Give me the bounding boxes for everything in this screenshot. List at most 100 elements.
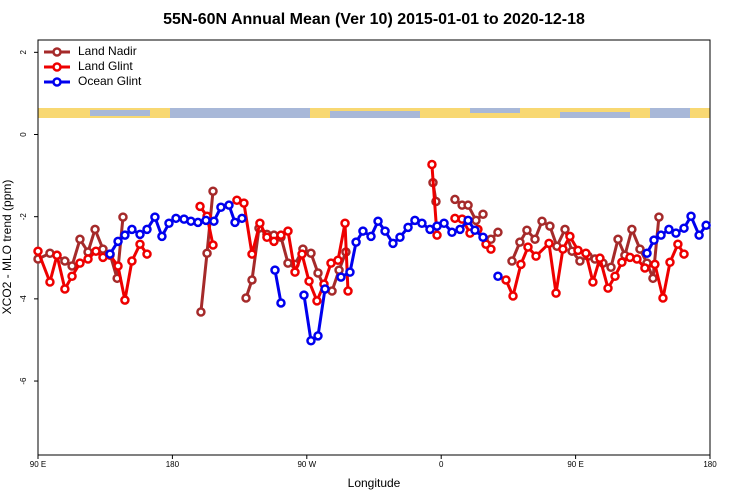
map-strip bbox=[38, 108, 710, 118]
data-point bbox=[632, 254, 642, 264]
ocean-patch bbox=[560, 112, 630, 118]
ocean-patch bbox=[330, 111, 420, 118]
data-point bbox=[395, 232, 405, 242]
data-point bbox=[617, 257, 627, 268]
data-point bbox=[558, 244, 568, 254]
y-tick-label: -4 bbox=[19, 295, 28, 303]
data-point bbox=[388, 238, 398, 249]
data-point bbox=[241, 293, 251, 303]
data-point bbox=[135, 239, 145, 249]
data-point bbox=[91, 246, 101, 256]
data-point bbox=[478, 232, 488, 242]
legend-marker bbox=[52, 47, 62, 57]
x-tick-label: 180 bbox=[166, 460, 180, 469]
data-point bbox=[118, 212, 128, 222]
data-point bbox=[276, 298, 286, 308]
ocean-patch bbox=[90, 110, 150, 116]
x-tick-label: 90 W bbox=[297, 460, 316, 469]
data-point bbox=[237, 213, 247, 224]
data-point bbox=[52, 250, 62, 261]
data-point bbox=[208, 240, 218, 250]
data-point bbox=[522, 225, 532, 235]
data-point bbox=[649, 235, 659, 245]
data-point bbox=[306, 336, 316, 346]
data-point bbox=[333, 255, 343, 265]
data-point bbox=[90, 224, 100, 235]
data-point bbox=[313, 331, 323, 341]
data-point bbox=[425, 224, 435, 235]
data-point bbox=[380, 226, 390, 236]
data-point bbox=[455, 224, 465, 235]
data-point bbox=[665, 257, 675, 268]
data-point bbox=[33, 246, 43, 256]
data-point bbox=[351, 237, 361, 247]
data-point bbox=[606, 262, 616, 272]
data-point bbox=[686, 211, 696, 222]
y-tick-label: -6 bbox=[19, 377, 28, 385]
data-point bbox=[575, 256, 585, 266]
data-point bbox=[694, 230, 704, 240]
data-point bbox=[656, 230, 666, 240]
data-point bbox=[573, 245, 583, 256]
x-axis-label: Longitude bbox=[348, 476, 401, 490]
data-point bbox=[320, 284, 330, 294]
data-point bbox=[312, 296, 322, 306]
data-point bbox=[551, 288, 561, 298]
data-point bbox=[463, 200, 473, 210]
data-point bbox=[142, 224, 152, 235]
data-point bbox=[239, 198, 249, 208]
legend-marker bbox=[52, 77, 62, 87]
data-point bbox=[193, 217, 203, 228]
data-point bbox=[523, 242, 533, 252]
data-point bbox=[560, 224, 570, 235]
data-point bbox=[627, 224, 637, 235]
data-point bbox=[306, 248, 316, 259]
data-point bbox=[120, 295, 130, 305]
data-point bbox=[340, 218, 350, 229]
data-point bbox=[471, 215, 481, 226]
data-point bbox=[60, 284, 70, 294]
data-point bbox=[283, 226, 293, 236]
data-point bbox=[565, 231, 575, 242]
data-point bbox=[486, 244, 496, 254]
data-point bbox=[530, 234, 540, 245]
data-point bbox=[113, 261, 123, 271]
data-point bbox=[105, 249, 115, 259]
data-point bbox=[304, 276, 314, 286]
y-axis-label: XCO2 - MLO trend (ppm) bbox=[0, 180, 14, 315]
data-point bbox=[83, 254, 93, 264]
data-point bbox=[336, 272, 346, 282]
data-point bbox=[545, 221, 555, 231]
data-point bbox=[255, 218, 265, 229]
data-point bbox=[595, 253, 605, 263]
data-point bbox=[501, 275, 511, 285]
x-tick-label: 90 E bbox=[567, 460, 583, 469]
data-point bbox=[157, 231, 167, 242]
ocean-patch bbox=[170, 108, 310, 118]
data-point bbox=[127, 256, 137, 266]
legend-label: Land Nadir bbox=[78, 44, 137, 58]
data-point bbox=[343, 286, 353, 296]
data-point bbox=[67, 271, 77, 282]
data-point bbox=[345, 267, 355, 277]
data-point bbox=[373, 216, 383, 226]
data-point bbox=[366, 231, 376, 242]
ocean-patch bbox=[470, 108, 520, 113]
data-point bbox=[450, 194, 460, 205]
data-point bbox=[493, 271, 503, 282]
data-point bbox=[701, 220, 711, 231]
legend-label: Land Glint bbox=[78, 59, 133, 73]
data-point bbox=[230, 217, 240, 228]
data-point bbox=[247, 249, 257, 259]
data-point bbox=[463, 215, 473, 226]
data-point bbox=[537, 216, 547, 226]
data-point bbox=[299, 290, 309, 300]
x-tick-label: 90 E bbox=[30, 460, 46, 469]
y-tick-label: 0 bbox=[19, 132, 28, 137]
data-point bbox=[603, 283, 613, 293]
data-point bbox=[679, 249, 689, 259]
data-point bbox=[142, 249, 152, 259]
data-point bbox=[127, 224, 137, 235]
